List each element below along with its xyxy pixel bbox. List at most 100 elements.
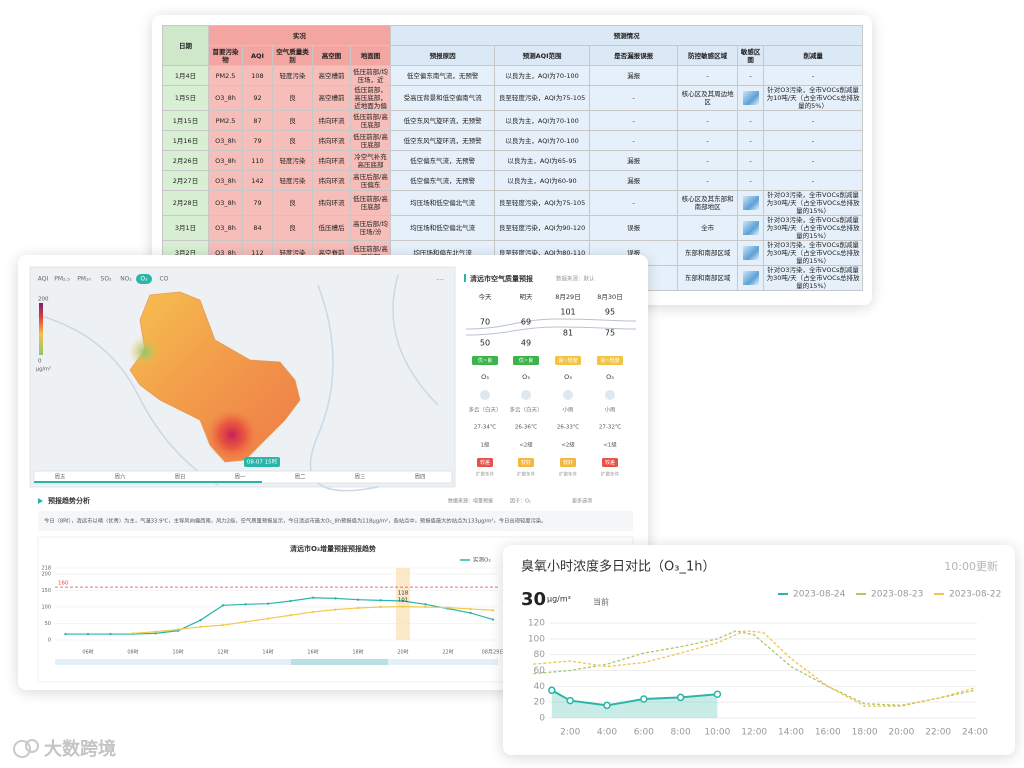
header-cell: 地面图: [349, 45, 392, 66]
data-point: [401, 605, 405, 608]
table-cell-text: -: [749, 176, 752, 185]
x-tick-label: 10时: [172, 649, 183, 656]
pollutant-tab: NO₂: [120, 276, 132, 283]
region-thumbnail: [742, 246, 759, 260]
hotspot: [206, 409, 258, 461]
table-cell-text: -: [749, 71, 752, 80]
y-tick-label: 218: [41, 566, 51, 572]
table-cell: 高空槽前: [312, 65, 351, 86]
timeline-day: 周一: [234, 474, 246, 481]
table-cell: [737, 190, 765, 216]
river: [37, 314, 219, 486]
timeline-day: 周三: [354, 474, 366, 481]
x-tick-label: 14时: [262, 649, 273, 656]
coolspot: [129, 336, 161, 368]
weather-text: 小雨: [604, 406, 616, 414]
table-cell: 纬向环流: [312, 190, 351, 216]
table-cell: 轻度污染: [272, 150, 313, 171]
x-tick-label: 8:00: [670, 728, 690, 738]
table-cell: -: [589, 85, 679, 111]
data-point: [154, 630, 157, 633]
header-cell: 日期: [162, 25, 209, 66]
header-cell: 空气质量类别: [272, 45, 313, 66]
table-cell: [737, 215, 765, 241]
ozone-panel: 臭氧小时浓度多日对比（O₃_1h） 10:00更新 30 μg/m³ 当前 0 20 40 60…: [503, 545, 1015, 755]
header-cell: 预测情况: [390, 25, 864, 46]
region-thumbnail: [742, 271, 759, 285]
header-cell: 高空图: [312, 45, 351, 66]
low-value: 75: [605, 329, 615, 338]
table-cell: 108: [242, 65, 273, 86]
low-value: 49: [521, 339, 531, 348]
table-cell: [737, 240, 765, 266]
table-cell: 87: [242, 110, 273, 131]
table-cell: -: [677, 110, 739, 131]
data-point: [131, 632, 135, 635]
table-cell: 高空槽前: [312, 85, 351, 111]
table-cell: O3_8h: [208, 130, 243, 151]
high-value: 95: [605, 308, 615, 317]
table-cell-text: -: [749, 116, 752, 125]
diffusion-text: 较差: [480, 459, 490, 466]
table-cell: [737, 85, 765, 111]
header-cell: 实况: [207, 25, 392, 46]
diffusion-badge: [560, 458, 576, 467]
table-cell: 良至轻度污染，AQI为90-120: [494, 215, 591, 241]
data-point: [289, 599, 292, 603]
table-row: 1月5日 O3_8h 92 良高空槽前 低压前部，高压底部，近地面为偏 受高压背景和低空偏…: [162, 85, 864, 111]
table-cell: 高压后部/均压场/汾: [349, 215, 392, 241]
watermark: 大数跨境: [13, 738, 116, 760]
pollutant-tab: AQI: [38, 276, 49, 283]
table-cell: O3_8h: [208, 150, 243, 171]
table-row: 1月4日 PM2.5 108 轻度污染 高空槽前 低压前部/均压场，近 低空偏东南气流，无预…: [162, 65, 864, 86]
x-tick-label: 12时: [217, 649, 228, 656]
table-cell: 低压前部/均压场，近: [349, 65, 392, 86]
high-value: 101: [560, 308, 575, 317]
analysis-title: 预报趋势分析: [48, 496, 90, 505]
table-cell: 漏报: [589, 150, 679, 171]
current-unit: μg/m³: [547, 595, 571, 604]
x-tick-label: 18时: [352, 649, 363, 656]
forecast-title: 清远市空气质量预报: [470, 274, 534, 283]
data-point: [199, 618, 202, 622]
table-cell: 针对O3污染，全市VOCs削减量为30吨/天（占全市VOCs总排放量的15%）: [763, 190, 864, 216]
day-label: 8月29日: [555, 293, 580, 301]
data-point: [491, 618, 495, 621]
series-line: [533, 630, 976, 707]
table-cell: 纬向环流: [312, 130, 351, 151]
x-tick-label: 08月29日: [482, 650, 505, 656]
table-cell: -: [677, 130, 739, 151]
table-cell-text: -: [749, 136, 752, 145]
data-point: [379, 599, 382, 602]
diffusion-badge: [477, 458, 493, 467]
temp-text: 27-32℃: [599, 424, 621, 431]
high-value: 69: [521, 318, 531, 327]
table-cell: 均压场和低空偏北气流: [390, 215, 496, 241]
timeline-day: 周五: [54, 474, 66, 481]
legend-unit: μg/m³: [36, 367, 51, 373]
map-region: [129, 291, 301, 463]
data-point: [424, 603, 427, 606]
data-point: [713, 690, 722, 698]
data-point: [154, 632, 157, 635]
table-cell: 低空东风气旋环流，无预警: [390, 110, 496, 131]
data-point: [311, 596, 315, 599]
table-row: 2月27日 O3_8h 142 轻度污染 纬向环流 高压后部/高压偏东 低空偏东气流，无预警…: [162, 170, 864, 191]
diffusion-label: 扩散条件: [559, 471, 577, 478]
table-cell: -: [589, 110, 679, 131]
y-tick-label: 100: [41, 604, 51, 610]
table-cell: 误报: [589, 215, 679, 241]
weather-icon: [480, 390, 490, 400]
analysis-summary: 今日（8时），清远市以晴（优秀）为主，气温33.9℃，主导风向偏西南，风力2级，…: [44, 517, 546, 525]
table-cell: O3_8h: [208, 215, 243, 241]
table-cell: 轻度污染: [272, 170, 313, 191]
pollutant: O₃: [606, 373, 614, 381]
table-cell: 84: [242, 215, 273, 241]
weather-icon: [605, 390, 615, 400]
region-thumbnail: [742, 196, 759, 210]
forecast-curve: [465, 326, 637, 336]
table-cell: 漏报: [589, 65, 679, 86]
highlight-value: 118: [398, 591, 409, 597]
data-table: 日期 实况 预测情况 首要污染物 AQI 空气质量类别 高空图 地面图 预报原因 预测AQI范围是…: [162, 25, 864, 291]
data-point: [469, 611, 472, 615]
